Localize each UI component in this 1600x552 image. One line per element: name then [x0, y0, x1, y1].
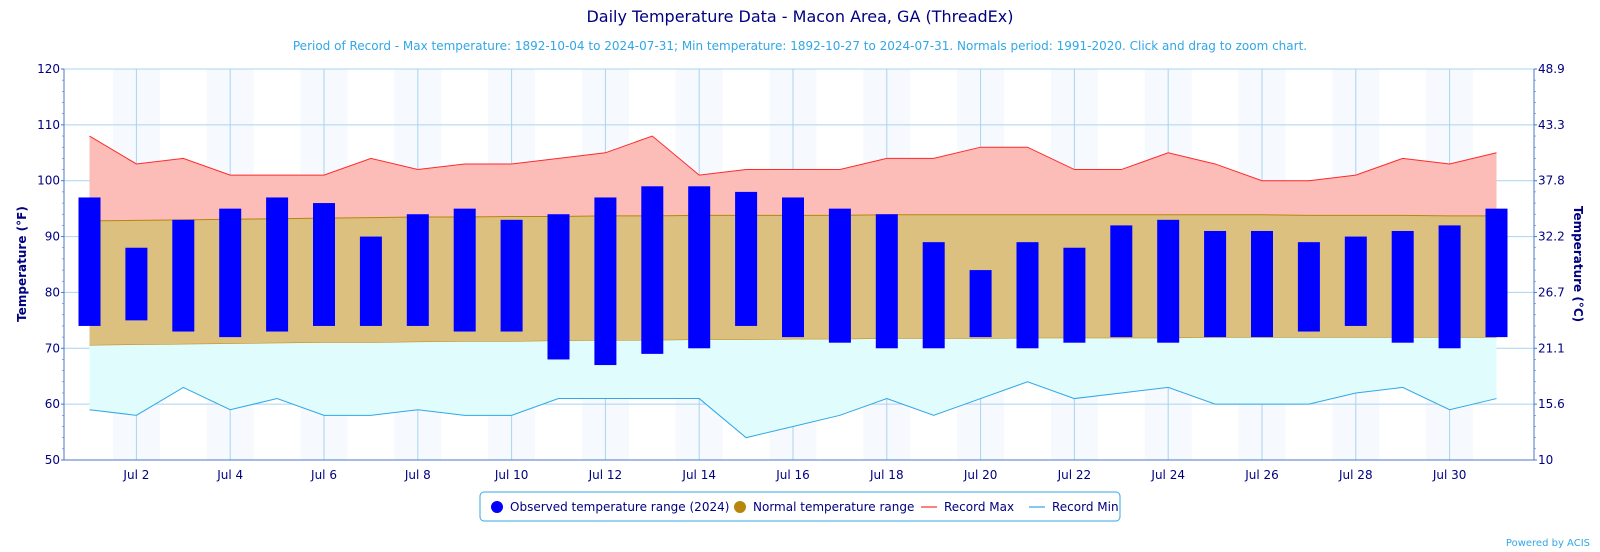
y-tick-label-left: 90: [45, 230, 60, 244]
observed-range-bar[interactable]: [875, 214, 898, 349]
record-min-area: [89, 337, 1497, 438]
y-tick-label-right: 10: [1538, 453, 1553, 467]
observed-range-bar[interactable]: [1204, 230, 1227, 338]
y-axis-title-right: Temperature (°C): [1571, 206, 1585, 322]
observed-range-bar[interactable]: [641, 186, 664, 354]
x-tick-label: Jul 8: [404, 468, 431, 482]
observed-range-bar[interactable]: [735, 191, 758, 326]
y-tick-label-left: 80: [45, 285, 60, 299]
x-tick-label: Jul 18: [869, 468, 904, 482]
record-min-line: [89, 381, 1497, 439]
observed-range-bar[interactable]: [1251, 230, 1273, 338]
x-tick-label: Jul 24: [1150, 468, 1185, 482]
y-tick-label-right: 26.7: [1538, 285, 1565, 299]
observed-range-bar[interactable]: [1438, 225, 1461, 349]
observed-range-bar[interactable]: [1110, 225, 1133, 338]
observed-range-bar[interactable]: [313, 203, 335, 326]
observed-range-bar[interactable]: [1344, 236, 1367, 326]
x-tick-label: Jul 10: [494, 468, 529, 482]
legend-observed-label: Observed temperature range (2024): [510, 500, 729, 514]
y-tick-label-left: 120: [37, 62, 60, 76]
observed-range-bar[interactable]: [359, 236, 382, 326]
observed-range-bar[interactable]: [1063, 247, 1086, 343]
legend-normal-label: Normal temperature range: [753, 500, 914, 514]
y-tick-label-right: 15.6: [1538, 397, 1565, 411]
legend-record-min-label: Record Min: [1052, 500, 1119, 514]
legend-normal-marker: [734, 501, 746, 513]
legend-item-record-max[interactable]: Record Max: [921, 500, 1014, 514]
x-tick-label: Jul 12: [588, 468, 623, 482]
legend-item-observed[interactable]: Observed temperature range (2024): [491, 500, 729, 514]
observed-range-bar[interactable]: [172, 219, 195, 332]
observed-range-bar[interactable]: [500, 219, 523, 332]
observed-range-bar[interactable]: [78, 197, 101, 326]
observed-range-bar[interactable]: [1016, 242, 1039, 349]
y-tick-label-right: 32.2: [1538, 230, 1565, 244]
y-tick-label-left: 100: [37, 174, 60, 188]
record-max-area: [89, 136, 1497, 221]
x-tick-label: Jul 2: [122, 468, 149, 482]
x-tick-label: Jul 6: [310, 468, 337, 482]
x-tick-label: Jul 16: [775, 468, 810, 482]
observed-range-bar[interactable]: [1157, 219, 1180, 343]
x-tick-label: Jul 28: [1338, 468, 1373, 482]
legend[interactable]: Observed temperature range (2024) Normal…: [479, 491, 1121, 522]
observed-range-bar[interactable]: [594, 197, 617, 366]
record-max-line: [89, 135, 1497, 182]
x-tick-label: Jul 26: [1244, 468, 1279, 482]
observed-range-bar[interactable]: [547, 214, 570, 360]
y-tick-label-left: 60: [45, 397, 60, 411]
x-tick-label: Jul 4: [216, 468, 243, 482]
legend-item-normal[interactable]: Normal temperature range: [734, 500, 914, 514]
observed-range-bar[interactable]: [125, 247, 148, 321]
observed-range-bar[interactable]: [266, 197, 289, 332]
observed-range-bar[interactable]: [782, 197, 804, 338]
legend-record-max-label: Record Max: [944, 500, 1014, 514]
y-tick-label-right: 43.3: [1538, 118, 1565, 132]
observed-range-bar[interactable]: [688, 186, 711, 349]
y-axis-title-left: Temperature (°F): [15, 206, 29, 322]
observed-range-bar[interactable]: [922, 242, 945, 349]
bar-layer[interactable]: [78, 186, 1508, 366]
observed-range-bar[interactable]: [969, 270, 992, 338]
y-tick-label-left: 70: [45, 341, 60, 355]
axes-layer: 50 10 60 15.6 70 21.1 80 26.7 90 32.2 100 37.8 110 43…: [37, 62, 1565, 482]
observed-range-bar[interactable]: [1297, 242, 1320, 332]
observed-range-bar[interactable]: [453, 208, 476, 332]
observed-range-bar[interactable]: [1391, 230, 1414, 343]
y-tick-label-right: 21.1: [1538, 341, 1565, 355]
legend-observed-marker: [491, 501, 503, 513]
observed-range-bar[interactable]: [1485, 208, 1508, 338]
y-tick-label-right: 48.9: [1538, 62, 1565, 76]
y-tick-label-left: 110: [37, 118, 60, 132]
x-tick-label: Jul 20: [963, 468, 998, 482]
y-tick-label-left: 50: [45, 453, 60, 467]
x-tick-label: Jul 22: [1057, 468, 1092, 482]
credit-link[interactable]: Powered by ACIS: [1506, 538, 1590, 549]
observed-range-bar[interactable]: [406, 214, 429, 326]
chart-subtitle: Period of Record - Max temperature: 1892…: [293, 39, 1307, 53]
chart-title: Daily Temperature Data - Macon Area, GA …: [586, 7, 1013, 26]
x-tick-label: Jul 30: [1432, 468, 1467, 482]
observed-range-bar[interactable]: [219, 208, 242, 338]
observed-range-bar[interactable]: [828, 208, 851, 343]
legend-item-record-min[interactable]: Record Min: [1029, 500, 1119, 514]
legend-box: [479, 491, 1121, 522]
y-tick-label-right: 37.8: [1538, 174, 1565, 188]
x-tick-label: Jul 14: [681, 468, 716, 482]
